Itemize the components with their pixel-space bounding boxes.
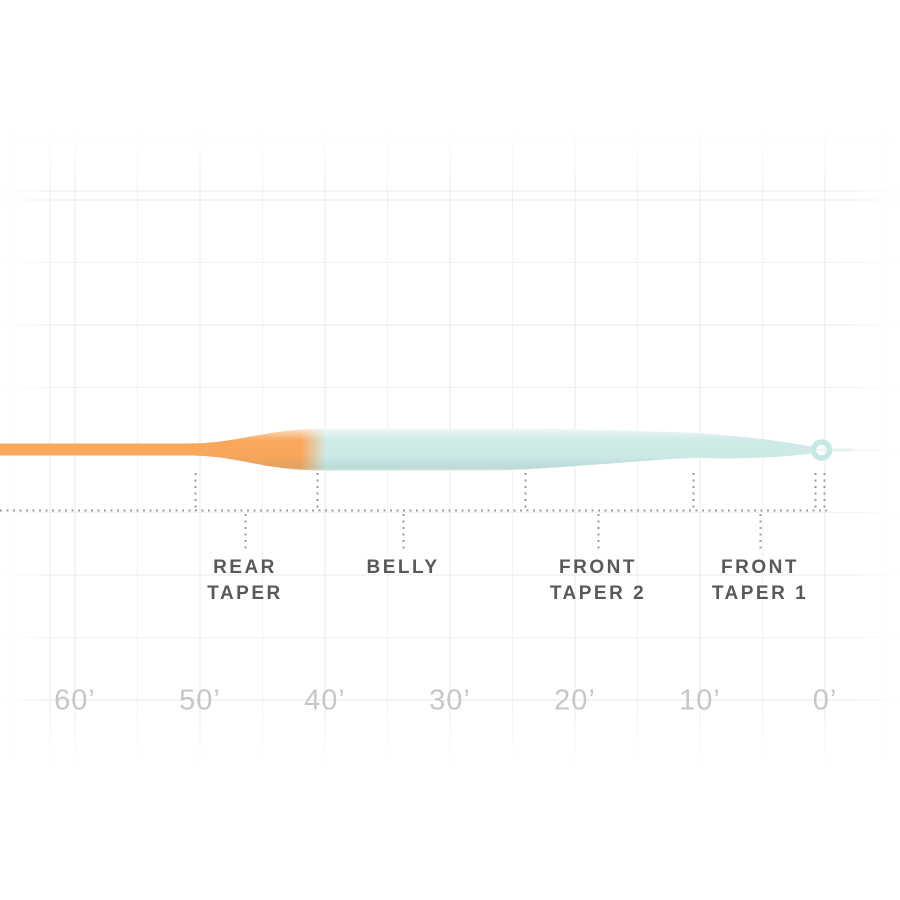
label-pointers [244,514,762,551]
ruler-tick-50ft: 50’ [179,684,221,717]
section-label-rear-taper: REAR TAPER [207,555,282,607]
section-label-line2: TAPER 2 [549,583,647,604]
section-label-line1: REAR [213,557,277,578]
ruler-tick-30ft: 30’ [429,684,471,717]
ruler-tick-60ft: 60’ [54,684,96,717]
section-label-line2: TAPER [207,583,283,604]
ruler-tick-40ft: 40’ [304,684,346,717]
section-label-front-taper-1: FRONT TAPER 1 [712,555,808,607]
ruler-tick-10ft: 10’ [679,684,721,717]
ruler-tick-20ft: 20’ [554,684,596,717]
section-boundary-markers [194,473,826,509]
section-label-line1: FRONT [721,557,799,578]
ruler-tick-0ft: 0’ [812,684,838,717]
section-label-front-taper-2: FRONT TAPER 2 [550,555,646,607]
section-label-line1: BELLY [366,557,440,578]
section-label-belly: BELLY [366,555,439,581]
section-label-line2: TAPER 1 [711,583,809,604]
tip-loop-icon [810,439,833,461]
fly-line-shading [0,428,812,471]
section-label-line1: FRONT [559,557,637,578]
